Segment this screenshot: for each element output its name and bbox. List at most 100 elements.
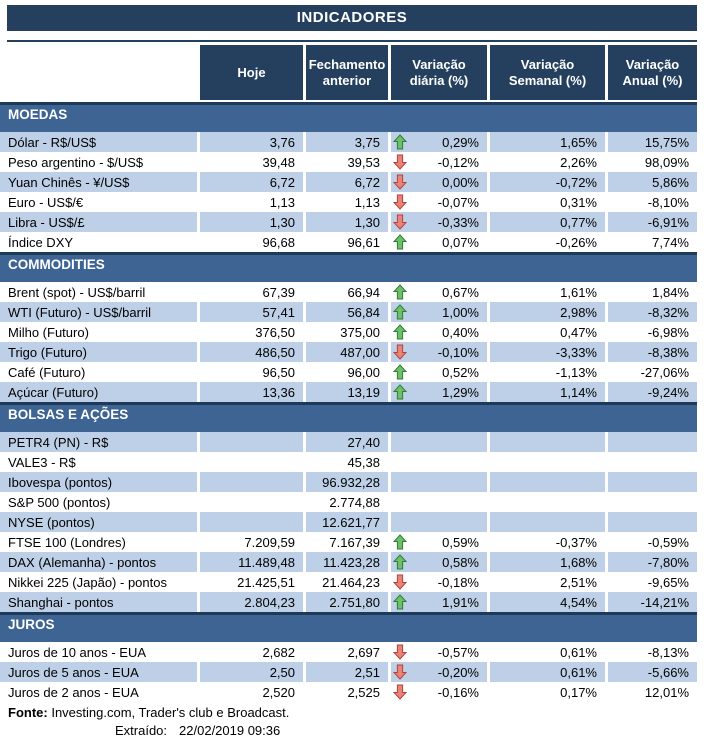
variacao-diaria-cell: -0,07% [391,192,487,212]
fechamento-anterior-value: 1,13 [354,194,380,210]
table-row: Ibovespa (pontos) 96.932,28 [0,472,697,492]
variacao-anual-value: -7,80% [608,552,697,572]
table-row: Dólar - R$/US$ 3,76 3,75 0,29% 1,65% 15,75% [0,132,697,152]
hoje-value: 11.489,48 [200,552,303,572]
down-arrow-icon [392,153,407,171]
row-label: Café (Futuro) [8,364,86,380]
column-header-variacao-diaria: Variação diária (%) [391,45,487,100]
variacao-diaria-value: -0,33% [437,214,479,230]
variacao-anual-value: 5,86% [608,172,697,192]
hoje-value [200,452,303,472]
up-arrow-icon [392,233,407,251]
row-label: Peso argentino - $/US$ [8,154,144,170]
variacao-diaria-value: 1,29% [442,384,479,400]
variacao-semanal-value: 0,61% [490,662,605,682]
variacao-diaria-value: 0,58% [442,554,479,570]
hoje-value: 6,72 [200,172,303,192]
variacao-semanal-value [490,432,605,452]
variacao-diaria-cell [391,452,487,472]
hoje-value: 376,50 [255,324,295,340]
hoje-value: 21.425,51 [237,574,295,590]
variacao-diaria-value: 1,91% [442,594,479,610]
up-arrow-icon [392,533,407,551]
variacao-semanal-value [490,512,605,532]
variacao-anual-value: -6,98% [647,324,689,340]
variacao-diaria-cell: 0,40% [391,322,487,342]
section-header-moedas: MOEDAS [0,102,697,132]
hoje-value: 3,76 [200,132,303,152]
hoje-value: 486,50 [200,342,303,362]
variacao-anual-value: -27,06% [640,364,689,380]
fechamento-anterior-value: 96,61 [347,234,380,250]
down-arrow-icon [392,683,407,701]
variacao-diaria-cell [391,432,487,452]
table-row: Yuan Chinês - ¥/US$ 6,72 6,72 0,00% -0,72% 5,… [0,172,697,192]
column-header-spacer [0,45,197,100]
table-row: Euro - US$/€ 1,13 1,13 -0,07% 0,31% -8,10% [0,192,697,212]
variacao-diaria-cell: 0,29% [391,132,487,152]
column-header-variacao-semanal: Variação Semanal (%) [490,45,605,100]
variacao-anual-value: -8,38% [608,342,697,362]
variacao-anual-value: -5,66% [608,662,697,682]
fechamento-anterior-value: 2,697 [347,644,380,660]
variacao-diaria-cell: -0,16% [391,682,487,702]
variacao-anual-value [608,472,697,492]
variacao-diaria-cell: 1,91% [391,592,487,612]
variacao-anual-value: 15,75% [608,132,697,152]
hoje-value [200,512,303,532]
extraction-timestamp: 22/02/2019 09:36 [179,723,281,738]
row-label: Shanghai - pontos [0,592,197,612]
fechamento-anterior-value: 2.751,80 [306,592,388,612]
fechamento-anterior-value: 6,72 [306,172,388,192]
variacao-anual-value: 1,84% [652,284,689,300]
variacao-diaria-value: -0,20% [437,664,479,680]
column-header-fechamento: Fechamento anterior [306,45,388,100]
variacao-semanal-value [490,452,605,472]
hoje-value [200,472,303,492]
hoje-value: 57,41 [200,302,303,322]
variacao-anual-value [608,512,697,532]
table-row: Milho (Futuro) 376,50 375,00 0,40% 0,47% -6,9… [0,322,697,342]
variacao-diaria-cell: -0,18% [391,572,487,592]
variacao-anual-value: -9,65% [647,574,689,590]
fechamento-anterior-value: 7.167,39 [329,534,380,550]
fechamento-anterior-value: 96,00 [347,364,380,380]
variacao-anual-value [608,452,697,472]
variacao-diaria-cell: -0,20% [391,662,487,682]
table-top-rule [7,40,697,42]
table-row: FTSE 100 (Londres) 7.209,59 7.167,39 0,59% -… [0,532,697,552]
variacao-diaria-cell: 0,07% [391,232,487,252]
variacao-anual-value: -8,10% [647,194,689,210]
variacao-diaria-cell [391,472,487,492]
variacao-diaria-cell: -0,57% [391,642,487,662]
row-label: Libra - US$/£ [0,212,197,232]
table-row: Café (Futuro) 96,50 96,00 0,52% -1,13% -27,06… [0,362,697,382]
table-row: VALE3 - R$ 45,38 [0,452,697,472]
row-label: Juros de 2 anos - EUA [8,684,139,700]
row-label: Juros de 5 anos - EUA [0,662,197,682]
row-label: Euro - US$/€ [8,194,84,210]
source-line: Fonte: Investing.com, Trader's club e Br… [0,704,704,722]
variacao-semanal-value: 2,98% [490,302,605,322]
table-row: Shanghai - pontos 2.804,23 2.751,80 1,91% 4,… [0,592,697,612]
hoje-value: 2,682 [262,644,295,660]
row-label: Yuan Chinês - ¥/US$ [0,172,197,192]
variacao-semanal-value: 0,61% [560,644,597,660]
table-row: Açúcar (Futuro) 13,36 13,19 1,29% 1,14% -9,24… [0,382,697,402]
variacao-anual-value: -14,21% [608,592,697,612]
variacao-anual-value: 7,74% [652,234,689,250]
row-label: Ibovespa (pontos) [0,472,197,492]
variacao-diaria-value: 0,52% [442,364,479,380]
table-row: Juros de 2 anos - EUA 2,520 2,525 -0,16% 0,1… [0,682,697,702]
table-row: PETR4 (PN) - R$ 27,40 [0,432,697,452]
variacao-diaria-value: 0,00% [442,174,479,190]
variacao-anual-value: 98,09% [644,154,689,170]
variacao-diaria-cell: 0,59% [391,532,487,552]
hoje-value: 67,39 [262,284,295,300]
variacao-diaria-value: 0,40% [442,324,479,340]
down-arrow-icon [392,213,407,231]
table-row: Libra - US$/£ 1,30 1,30 -0,33% 0,77% -6,91% [0,212,697,232]
fechamento-anterior-value: 21.464,23 [322,574,380,590]
variacao-diaria-cell [391,512,487,532]
